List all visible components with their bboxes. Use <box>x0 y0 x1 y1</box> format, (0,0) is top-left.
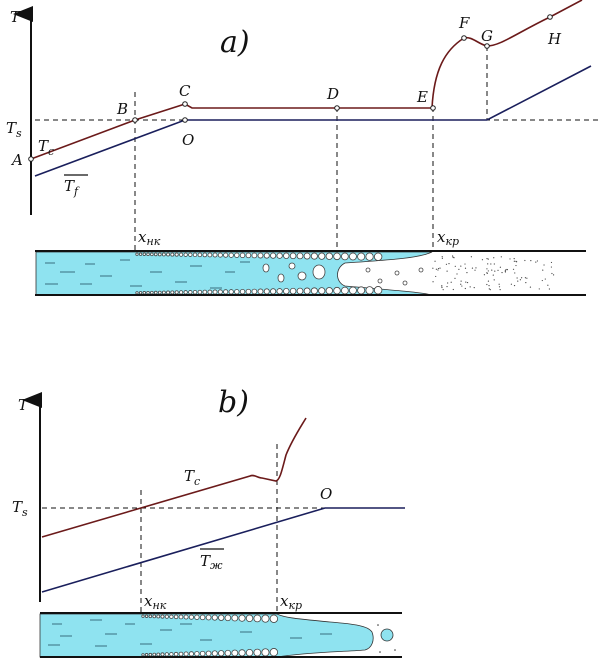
wall-bubbles-a <box>135 252 383 295</box>
pipe-a <box>35 250 586 296</box>
pipe-b <box>39 612 402 658</box>
fluid-temp-label-b: Tж <box>200 552 223 572</box>
vapor-bubbles-a <box>262 262 424 286</box>
ts-label-b: Ts <box>12 498 28 519</box>
diagram-b: T b) Ts O Tc Tж xнк xкр <box>12 385 405 658</box>
x-nk-label-b: xнк <box>144 592 167 612</box>
liquid-dashes-a <box>45 259 250 289</box>
mist-droplets-a <box>432 255 555 291</box>
vapor-droplet-b <box>377 624 396 653</box>
liquid-dashes-b <box>48 619 332 647</box>
fluid-temp-label-a: Tf <box>64 177 80 198</box>
x-kr-label-a: xкр <box>437 228 459 248</box>
point-label-b: B <box>116 100 128 118</box>
point-label-f: F <box>458 14 470 32</box>
wall-temp-label-b: Tc <box>184 467 200 488</box>
point-label-o-b: O <box>320 485 332 503</box>
fluid-temperature-curve-b <box>41 507 405 593</box>
wall-temp-label-a: Tc <box>38 137 54 158</box>
ts-label-a: Ts <box>6 119 22 140</box>
t-axis-label-a: T <box>10 8 21 26</box>
t-axis-label-b: T <box>18 396 29 414</box>
wall-temperature-curve-b <box>41 417 307 538</box>
title-b: b) <box>218 385 249 420</box>
liquid-core-b <box>39 613 374 658</box>
point-label-a: A <box>10 151 23 169</box>
liquid-core-a <box>35 251 433 296</box>
x-kr-label-b: xкр <box>280 592 302 612</box>
wall-temperature-curve-a <box>30 0 583 160</box>
point-label-h: H <box>547 30 562 48</box>
point-label-d: D <box>326 85 339 103</box>
diagram-a: T a) Ts A B C D E F G H O Tc Tf xнк xкр <box>6 0 600 296</box>
point-label-o: O <box>182 131 194 149</box>
fluid-temperature-curve-a <box>34 65 592 177</box>
curve-points-a <box>28 14 553 162</box>
point-label-c: C <box>179 82 191 100</box>
title-a: a) <box>220 25 250 60</box>
point-label-e: E <box>416 88 428 106</box>
wall-bubbles-b <box>141 614 279 657</box>
x-nk-label-a: xнк <box>138 228 161 248</box>
point-label-g: G <box>481 27 493 45</box>
